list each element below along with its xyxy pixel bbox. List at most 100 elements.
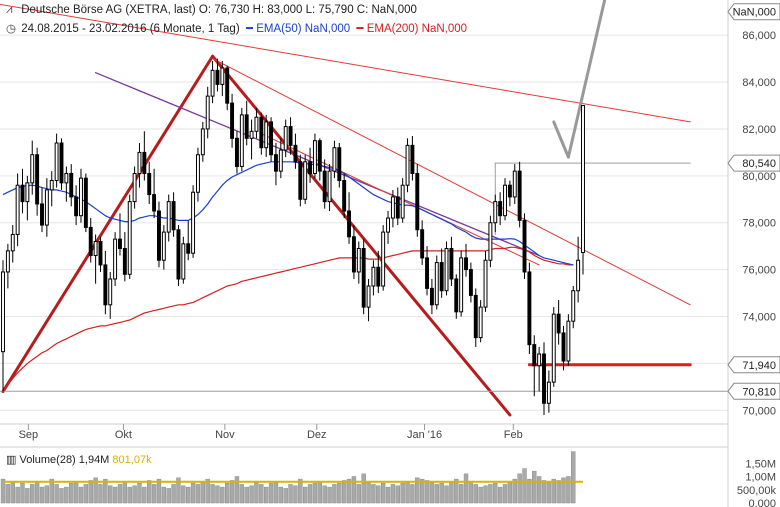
candle [239, 107, 244, 172]
volume-icon: ▥ [6, 454, 17, 466]
candle [171, 192, 176, 237]
candle [488, 215, 493, 268]
volume-axis-label: 1,00M [745, 472, 776, 484]
candle-body-up [459, 257, 464, 313]
month-label: Nov [215, 429, 235, 441]
candle-body-up [371, 266, 376, 287]
chart-icon: ⩘ [6, 4, 13, 16]
candle-body-up [137, 151, 142, 174]
candle [254, 107, 259, 139]
purple-diagonal-line [94, 72, 540, 257]
volume-bar [83, 484, 89, 504]
volume-bar [522, 468, 527, 504]
volume-bar [54, 484, 59, 504]
candle [356, 241, 361, 284]
candle [103, 250, 108, 315]
candle [581, 105, 585, 275]
candle [25, 175, 30, 221]
volume-bar [346, 478, 352, 504]
y-tick-label: 80,000 [742, 171, 776, 183]
volume-bar [288, 484, 293, 504]
candle [186, 220, 191, 261]
candle [332, 140, 337, 179]
candle-body-down [522, 219, 527, 273]
candle [322, 159, 327, 209]
candle [264, 114, 269, 158]
candle [225, 65, 230, 111]
volume-bar [497, 486, 503, 504]
volume-bar [200, 481, 206, 504]
volume-bar [395, 485, 400, 504]
candle-body-down [449, 248, 454, 280]
projection-down-line [552, 120, 570, 159]
candle-body-up [332, 147, 337, 172]
candle [454, 274, 459, 319]
candle-body-up [44, 189, 49, 226]
candle-body-up [127, 201, 132, 275]
candle-body-down [561, 332, 566, 362]
candle-body-down [425, 257, 429, 289]
candle [366, 278, 371, 322]
candle-body-down [322, 170, 327, 203]
volume-bar [39, 486, 45, 504]
candle [108, 271, 113, 319]
y-tick-label: 78,000 [742, 218, 776, 230]
candle-body-down [215, 69, 220, 85]
price-axis: 70,00072,00074,00076,00078,00080,00082,0… [727, 0, 776, 507]
volume-bar [351, 476, 357, 504]
candle [298, 154, 303, 207]
projection-up-line [566, 0, 607, 159]
candle-body-down [20, 184, 25, 203]
candle [517, 161, 522, 228]
candle-body-up [478, 306, 483, 339]
candle-body-down [157, 210, 161, 261]
volume-bar [283, 488, 288, 504]
candle-body-down [98, 240, 103, 266]
price-tag-box [727, 382, 780, 400]
candle [122, 232, 127, 282]
volume-bar [93, 477, 98, 504]
candle [244, 100, 249, 146]
candle [351, 225, 356, 279]
candle-body-up [551, 313, 556, 383]
candle [191, 185, 196, 258]
candle-body-up [576, 259, 581, 292]
candle [205, 86, 210, 139]
candle [157, 201, 161, 268]
y-tick-label: 70,000 [742, 405, 776, 417]
candle-body-down [532, 344, 537, 367]
candle-body-down [293, 144, 298, 163]
volume-bar [0, 478, 6, 504]
volume-bar [34, 481, 40, 504]
volume-bar [405, 481, 410, 504]
volume-bar [88, 480, 93, 504]
volume-bar [434, 484, 439, 504]
candle-body-up [571, 290, 576, 322]
candle [40, 187, 44, 233]
candle [234, 131, 239, 174]
candle-body-up [64, 172, 69, 184]
candle [147, 161, 152, 204]
candle-body-down [429, 287, 434, 306]
volume-bar [449, 481, 454, 504]
candle-body-down [225, 67, 230, 104]
candle [347, 192, 352, 244]
candle-body-up [79, 177, 83, 217]
volume-bar [536, 476, 542, 504]
volume-bar [307, 484, 313, 504]
candle-body-down [147, 172, 152, 196]
candle-body-up [488, 222, 493, 261]
long-thin-top-line [0, 3, 691, 123]
candle-body-up [5, 250, 10, 273]
volume-bar [278, 486, 284, 504]
candle-body-up [278, 149, 283, 172]
candle [429, 278, 434, 315]
volume-bar [44, 485, 50, 504]
candle [561, 325, 566, 371]
candle [571, 286, 576, 329]
candle-body-down [269, 121, 274, 156]
month-label: Okt [115, 429, 132, 441]
price-tag-box [727, 3, 780, 21]
candle-body-up [483, 259, 488, 308]
